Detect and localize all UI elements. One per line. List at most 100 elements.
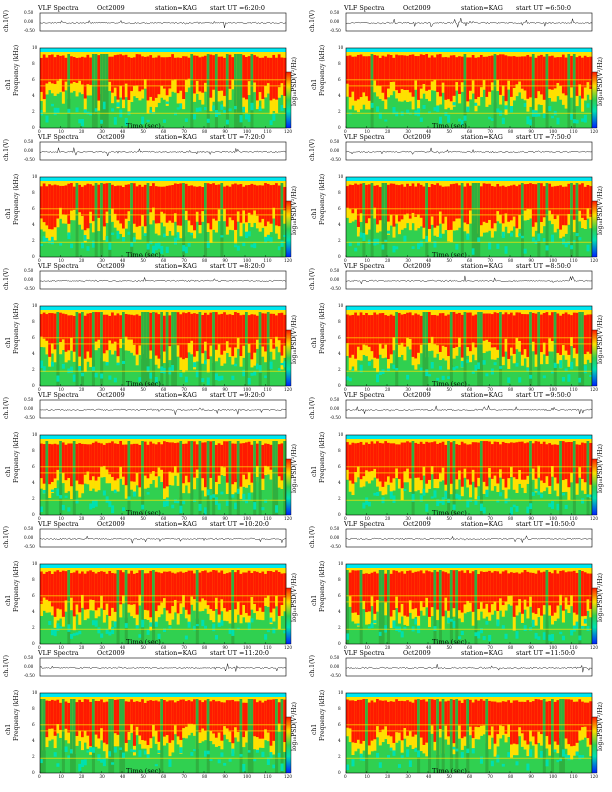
panel-date: Oct2009: [403, 520, 431, 528]
spectrogram-cell-peak: [348, 55, 352, 98]
spectrogram-cell-quiet: [575, 183, 579, 257]
spectrogram-cell-peak: [370, 315, 374, 352]
spectrogram-cell-peak: [116, 699, 120, 735]
spectrogram-cell-peak: [507, 700, 511, 725]
spectrogram-cell-peak: [512, 700, 516, 744]
spectrogram-cell-peak: [496, 571, 500, 611]
spectrogram-cell-peak: [512, 56, 516, 88]
freq-tick-label: 10: [338, 690, 344, 695]
spectrogram-line: [40, 628, 286, 630]
spectrogram-cell-low: [455, 493, 459, 499]
spectrogram-cell-peak: [460, 702, 464, 739]
spectrogram-cell-quiet: [471, 183, 475, 257]
spectrogram-cell-low: [537, 113, 541, 117]
spectrogram-cell-peak: [143, 573, 147, 610]
spectrogram-cell-peak: [242, 572, 246, 605]
spectrogram-panel: VLF Spectra Oct2009 station=KAG start UT =9…: [306, 391, 606, 522]
spectrogram-cell-peak: [540, 54, 544, 95]
spectrogram-cell-peak: [452, 183, 456, 222]
spectrogram-cell-low: [250, 618, 254, 623]
spectrogram-cell-low: [198, 503, 202, 511]
spectrogram-cell-low: [165, 246, 169, 254]
spectrogram-cell-peak: [53, 443, 57, 479]
spectrogram-cell-quiet: [146, 312, 150, 386]
spectrogram-cell-peak: [193, 186, 197, 231]
x-tick-label: 10: [364, 258, 370, 263]
spectrogram-cell-low: [548, 634, 552, 641]
trace-line: [345, 664, 593, 673]
trace-tick-label: 0.00: [24, 664, 34, 669]
spectrogram-cell-low: [223, 762, 227, 766]
spectrogram-cell-peak: [589, 442, 593, 485]
spectrogram-cell-peak: [214, 184, 218, 221]
spectrogram-cell-peak: [392, 183, 396, 227]
x-tick-label: 100: [549, 387, 557, 392]
spectrogram-cell-peak: [116, 54, 120, 100]
spectrogram-cell-peak: [176, 183, 180, 226]
freq-tick-label: 2: [32, 496, 35, 501]
x-tick-label: 40: [426, 258, 432, 263]
spectrogram-cell-low: [567, 374, 571, 382]
x-tick-label: 90: [528, 258, 534, 263]
spectrogram-cell-peak: [417, 314, 421, 353]
spectrogram-cell-peak: [520, 56, 524, 89]
spectrogram-cell-low: [556, 503, 560, 511]
x-tick-label: 10: [58, 387, 64, 392]
x-tick-label: 120: [590, 645, 598, 650]
spectrogram-cell-low: [206, 377, 210, 385]
spectrogram-line: [346, 595, 592, 597]
spectrogram-cell-peak: [242, 55, 246, 98]
spectrogram-cell-low: [529, 503, 533, 510]
spectrogram-cell-quiet: [100, 312, 104, 386]
spectrogram-cell-low: [589, 494, 593, 498]
spectrogram-cell-peak: [261, 185, 265, 219]
panel-title: VLF Spectra: [344, 391, 385, 399]
spectrogram-cell-quiet: [425, 183, 429, 257]
spectrogram-cell-quiet: [190, 441, 194, 515]
spectrogram-cell-low: [400, 755, 404, 759]
freq-tick-label: 6: [32, 335, 35, 340]
x-tick-label: 20: [79, 258, 85, 263]
spectrogram-cell-peak: [403, 442, 407, 472]
spectrogram-cell-quiet: [102, 54, 106, 128]
spectrogram-cell-peak: [348, 700, 352, 729]
spectrogram-cell-peak: [441, 313, 445, 346]
spectrogram-cell-peak: [373, 185, 377, 208]
spectrogram-cell-peak: [100, 571, 104, 596]
spectrogram-cell-low: [485, 489, 489, 497]
spectrogram-cell-low: [100, 633, 104, 638]
spectrogram-cell-low: [171, 504, 175, 509]
spectrogram-cell-peak: [236, 570, 240, 602]
spectrogram-panel: VLF Spectra Oct2009 station=KAG start UT =7…: [0, 133, 300, 264]
spectrogram-cell-low: [111, 762, 115, 765]
freq-tick-label: 8: [32, 190, 35, 195]
spectrogram-cell-peak: [482, 441, 486, 482]
spectrogram-cell-low: [75, 632, 79, 636]
trace-tick-label: -0.50: [24, 157, 35, 162]
spectrogram-cell-quiet: [477, 183, 481, 257]
spectrogram-cell-peak: [94, 441, 98, 481]
freq-tick-label: 4: [32, 222, 35, 227]
spectrogram-cell-peak: [217, 314, 221, 345]
x-tick-label: 120: [284, 387, 292, 392]
spectrogram-cell-low: [567, 755, 571, 761]
spectrogram-cell-peak: [283, 186, 287, 211]
spectrogram-cell-quiet: [384, 183, 388, 257]
spectrogram-cell-quiet: [586, 441, 590, 515]
spectrogram-cell-peak: [149, 55, 153, 97]
spectrogram-cell-low: [250, 244, 254, 248]
spectrogram-cell-low: [187, 243, 191, 247]
spectrogram-cell-peak: [220, 570, 224, 600]
spectrogram-cell-low: [176, 500, 180, 504]
spectrogram-cell-peak: [561, 54, 565, 94]
spectrogram-cell-peak: [520, 314, 524, 355]
spectrogram-cell-peak: [266, 57, 270, 84]
spectrogram-cell-quiet: [572, 441, 576, 515]
x-tick-label: 40: [426, 516, 432, 521]
spectrogram-cell-low: [124, 623, 128, 628]
x-tick-label: 110: [569, 774, 578, 779]
spectrogram-cell-peak: [48, 443, 52, 485]
colorbar-label: log₁₀PSD(V²/Hz): [291, 444, 298, 493]
spectrogram-cell-peak: [48, 571, 52, 602]
colorbar: [591, 329, 598, 387]
